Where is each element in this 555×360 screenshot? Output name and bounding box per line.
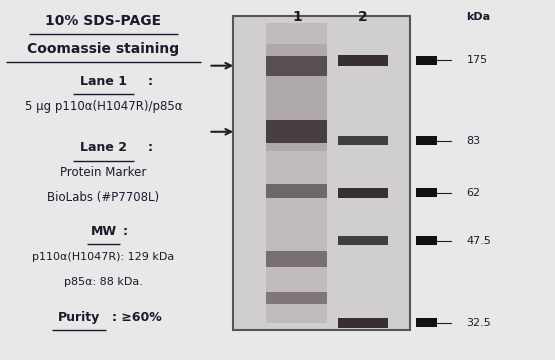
Text: BioLabs (#P7708L): BioLabs (#P7708L) [48, 192, 160, 204]
FancyBboxPatch shape [233, 16, 410, 330]
FancyBboxPatch shape [266, 292, 327, 304]
FancyBboxPatch shape [338, 136, 388, 145]
FancyBboxPatch shape [266, 184, 327, 198]
Text: kDa: kDa [466, 13, 491, 22]
FancyBboxPatch shape [416, 319, 437, 327]
Text: MW: MW [90, 225, 117, 238]
Text: Lane 2: Lane 2 [80, 141, 127, 154]
Text: 32.5: 32.5 [466, 318, 491, 328]
FancyBboxPatch shape [266, 120, 327, 143]
Text: 175: 175 [466, 55, 487, 65]
Text: 83: 83 [466, 136, 481, 146]
Text: 5 μg p110α(H1047R)/p85α: 5 μg p110α(H1047R)/p85α [25, 100, 182, 113]
Text: Protein Marker: Protein Marker [60, 166, 147, 179]
Text: :: : [123, 225, 128, 238]
FancyBboxPatch shape [338, 236, 388, 245]
FancyBboxPatch shape [266, 251, 327, 267]
Text: Lane 1: Lane 1 [80, 75, 127, 88]
Text: :: : [148, 141, 153, 154]
Text: 1: 1 [292, 10, 302, 24]
FancyBboxPatch shape [416, 236, 437, 245]
Text: 47.5: 47.5 [466, 236, 491, 246]
Text: Purity: Purity [58, 311, 100, 324]
FancyBboxPatch shape [416, 188, 437, 197]
FancyBboxPatch shape [416, 136, 437, 145]
Text: 2: 2 [358, 10, 368, 24]
FancyBboxPatch shape [338, 188, 388, 198]
FancyBboxPatch shape [338, 55, 388, 66]
Text: p110α(H1047R): 129 kDa: p110α(H1047R): 129 kDa [32, 252, 175, 262]
FancyBboxPatch shape [416, 56, 437, 65]
Text: Coomassie staining: Coomassie staining [28, 41, 180, 55]
Text: :: : [148, 75, 153, 88]
FancyBboxPatch shape [266, 44, 327, 152]
FancyBboxPatch shape [266, 56, 327, 76]
Text: 62: 62 [466, 188, 481, 198]
Text: 10% SDS-PAGE: 10% SDS-PAGE [46, 14, 162, 28]
FancyBboxPatch shape [338, 318, 388, 328]
FancyBboxPatch shape [266, 23, 327, 323]
Text: : ≥60%: : ≥60% [112, 311, 162, 324]
Text: p85α: 88 kDa.: p85α: 88 kDa. [64, 277, 143, 287]
